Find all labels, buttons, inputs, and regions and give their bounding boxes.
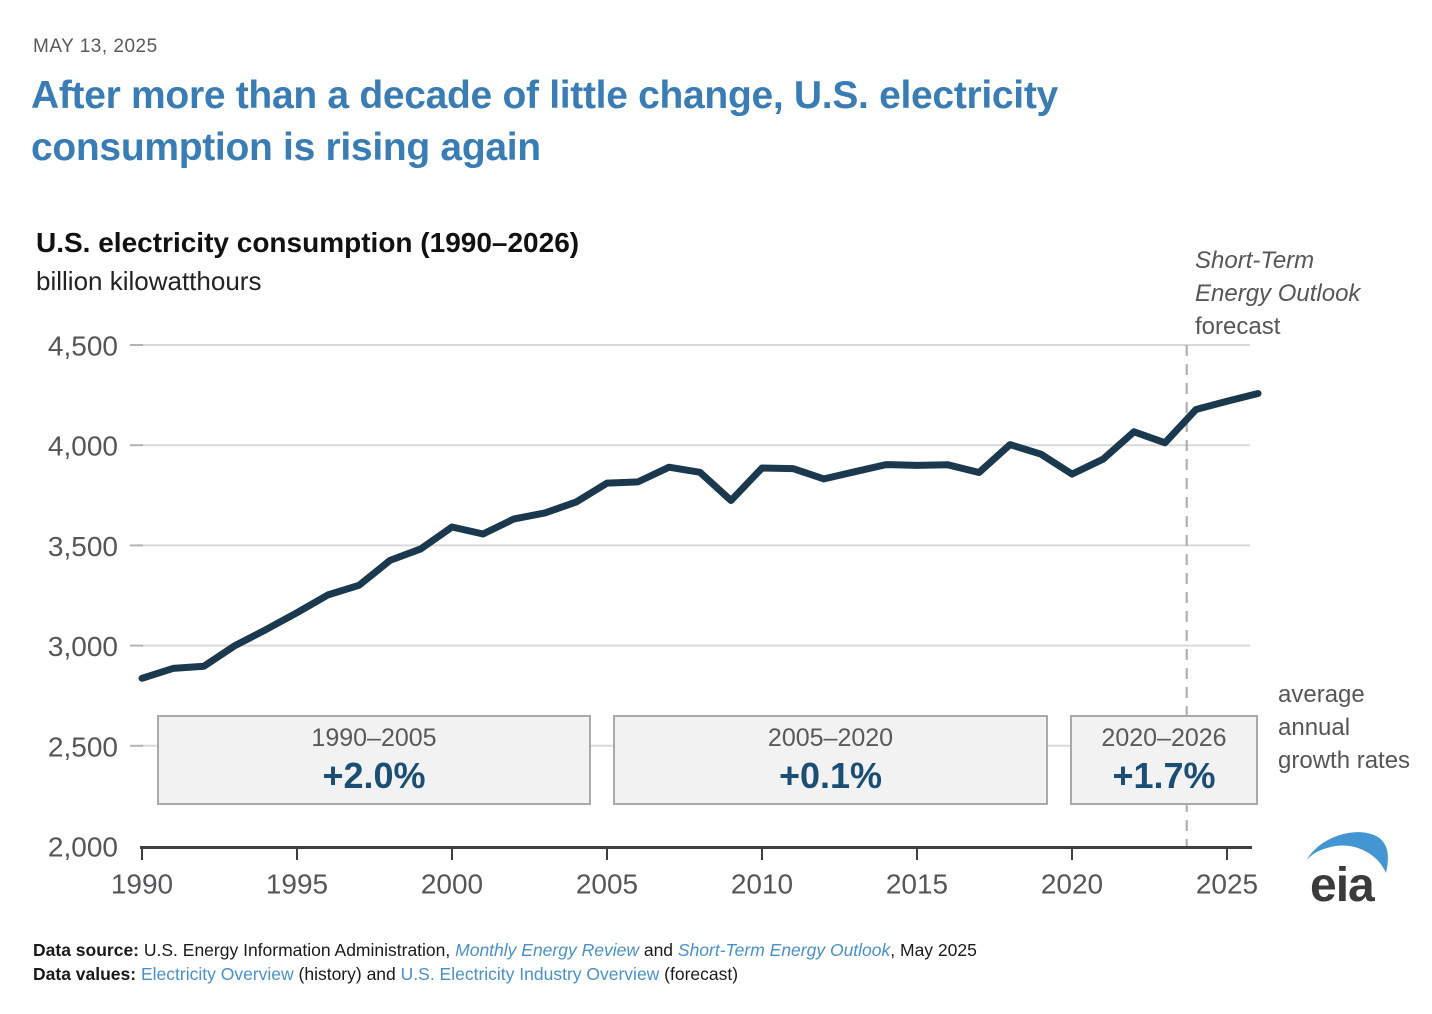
growth-rate-value: +0.1% (778, 755, 883, 796)
data-values-line: Data values: Electricity Overview (histo… (33, 963, 1413, 987)
svg-text:2025: 2025 (1196, 869, 1258, 900)
svg-text:2005: 2005 (576, 869, 638, 900)
growth-caption: average annual growth rates (1278, 681, 1411, 774)
svg-text:1995: 1995 (266, 869, 328, 900)
data-values-text: (history) and (293, 963, 401, 984)
svg-text:3,500: 3,500 (48, 531, 118, 562)
forecast-note-line1: Short-Term (1195, 247, 1315, 274)
forecast-note-line3: forecast (1195, 313, 1281, 340)
short-term-energy-outlook-link[interactable]: Short-Term Energy Outlook (677, 940, 891, 960)
svg-text:4,000: 4,000 (48, 431, 118, 462)
svg-text:2020: 2020 (1041, 869, 1103, 900)
data-source-line: Data source: U.S. Energy Information Adm… (33, 939, 1413, 963)
svg-text:2,500: 2,500 (48, 731, 118, 762)
growth-rate-value: +1.7% (1112, 755, 1216, 796)
monthly-energy-review-link[interactable]: Monthly Energy Review (455, 940, 639, 960)
forecast-note-line2: Energy Outlook (1195, 280, 1361, 307)
growth-box-1990-2005: 1990–2005 +2.0% (157, 715, 591, 805)
svg-text:3,000: 3,000 (48, 631, 118, 662)
eia-logo-text: eia (1310, 859, 1375, 912)
svg-text:1990: 1990 (111, 869, 173, 900)
data-source-text: and (638, 940, 678, 960)
growth-box-2020-2026: 2020–2026 +1.7% (1070, 715, 1258, 805)
growth-rate-value: +2.0% (322, 755, 426, 796)
svg-text:2015: 2015 (886, 869, 948, 900)
article-headline: After more than a decade of little chang… (31, 74, 1058, 169)
svg-text:2010: 2010 (731, 869, 793, 900)
forecast-note: Short-Term Energy Outlook forecast (1195, 244, 1360, 343)
chart-unit-label: billion kilowatthours (36, 266, 262, 296)
svg-text:2,000: 2,000 (48, 832, 118, 863)
publication-date: MAY 13, 2025 (33, 36, 158, 57)
growth-range-label: 2020–2026 (1101, 724, 1227, 752)
data-values-label: Data values: (33, 963, 137, 984)
growth-range-label: 2005–2020 (767, 724, 894, 752)
chart-title: U.S. electricity consumption (1990–2026) (36, 227, 580, 258)
eia-logo: eia (1306, 832, 1388, 912)
svg-text:2000: 2000 (421, 869, 483, 900)
data-source-text: , May 2025 (890, 940, 977, 960)
electricity-overview-link[interactable]: Electricity Overview (140, 963, 294, 984)
data-values-text: (forecast) (659, 963, 739, 984)
growth-box-2005-2020: 2005–2020 +0.1% (613, 715, 1048, 805)
data-source-text: U.S. Energy Information Administration, (139, 940, 456, 960)
svg-text:4,500: 4,500 (48, 331, 118, 362)
chart-footer: Data source: U.S. Energy Information Adm… (33, 939, 1413, 986)
growth-range-label: 1990–2005 (311, 724, 437, 752)
electricity-industry-overview-link[interactable]: U.S. Electricity Industry Overview (400, 963, 660, 984)
data-source-label: Data source: (33, 940, 140, 960)
eia-swoosh-icon (1306, 832, 1388, 873)
